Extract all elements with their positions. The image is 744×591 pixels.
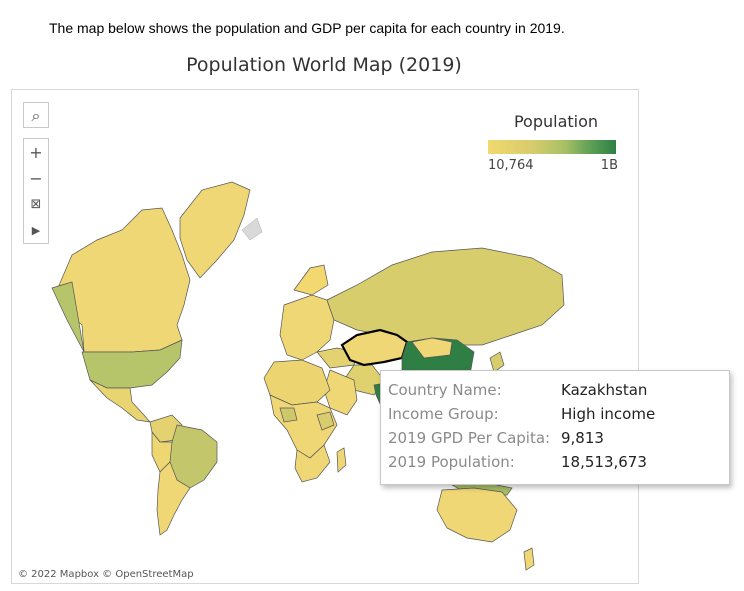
country-nigeria [279, 407, 298, 423]
country-scandinavia [293, 264, 329, 296]
legend-min-label: 10,764 [488, 158, 534, 173]
country-madagascar [336, 447, 347, 473]
population-legend: Population 10,764 1B [486, 112, 620, 173]
reset-map-icon[interactable]: ⊠ [30, 196, 42, 212]
tooltip-value: Kazakhstan [561, 381, 648, 399]
country-japan [489, 351, 505, 373]
tooltip-row-country: Country Name: Kazakhstan [388, 381, 647, 399]
zoom-out-button[interactable]: − [29, 168, 43, 188]
map-attribution: © 2022 Mapbox © OpenStreetMap [18, 569, 194, 580]
map-search-toolbar: ⌕ [23, 102, 49, 128]
tooltip-value: 18,513,673 [561, 453, 647, 471]
country-greenland [179, 181, 251, 279]
country-europe [279, 294, 335, 361]
tooltip-row-gdp: 2019 GPD Per Capita: 9,813 [388, 429, 604, 447]
country-australia [436, 487, 518, 543]
tooltip-row-income: Income Group: High income [388, 405, 655, 423]
tooltip-key: 2019 Population: [388, 453, 515, 471]
country-ethiopia [316, 411, 335, 431]
tooltip-row-population: 2019 Population: 18,513,673 [388, 453, 647, 471]
intro-text: The map below shows the population and G… [49, 20, 565, 36]
legend-color-ramp [488, 140, 616, 154]
country-kazakhstan [340, 328, 409, 367]
expand-toolbar-icon[interactable]: ▶ [31, 223, 41, 237]
tooltip-value: High income [561, 405, 656, 423]
tooltip-key: 2019 GPD Per Capita: [388, 429, 551, 447]
country-russia [326, 247, 565, 346]
map-view[interactable]: ⌕ + − ⊠ ▶ Population 10,764 1B © 2022 Ma… [11, 89, 639, 584]
world-map[interactable] [12, 90, 638, 583]
zoom-in-button[interactable]: + [29, 142, 43, 162]
search-icon[interactable]: ⌕ [31, 106, 41, 125]
country-tooltip: Country Name: Kazakhstan Income Group: H… [380, 370, 730, 485]
country-mexico [89, 379, 151, 423]
region-unassigned [241, 217, 263, 241]
country-new-zealand [523, 547, 535, 571]
tooltip-key: Country Name: [388, 381, 502, 399]
legend-title: Population [513, 112, 599, 131]
country-south-africa [294, 444, 331, 483]
legend-max-label: 1B [600, 158, 618, 173]
tooltip-value: 9,813 [561, 429, 604, 447]
map-title: Population World Map (2019) [186, 54, 462, 76]
tooltip-key: Income Group: [388, 405, 499, 423]
map-zoom-toolbar: + − ⊠ ▶ [23, 138, 49, 244]
country-argentina [156, 461, 191, 536]
country-mongolia [411, 337, 453, 359]
